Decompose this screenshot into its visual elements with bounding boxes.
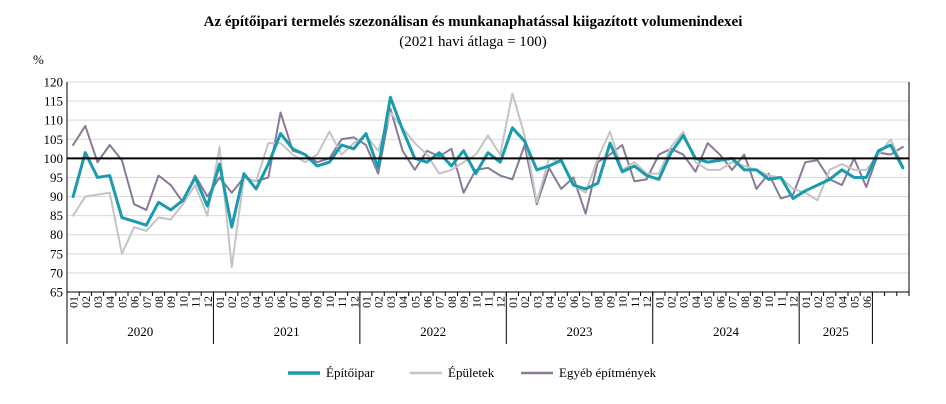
x-tick-label: 02 [518, 296, 532, 308]
x-tick-label: 07 [726, 296, 740, 308]
y-tick-label: 105 [44, 132, 64, 147]
y-tick-labels: 65 70 75 80 85 90 95 100 105 110 115 120 [44, 75, 64, 300]
x-tick-label: 06 [128, 296, 142, 308]
x-tick-label: 06 [420, 296, 434, 308]
x-tick-label: 09 [311, 296, 325, 308]
x-tick-label: 04 [835, 296, 849, 308]
year-label: 2021 [274, 324, 300, 339]
x-tick-label: 08 [445, 296, 459, 308]
x-tick-label: 09 [457, 296, 471, 308]
x-tick-label: 12 [201, 296, 215, 308]
x-tick-label: 02 [79, 296, 93, 308]
x-tick-label: 02 [372, 296, 386, 308]
series-lines [67, 92, 909, 269]
x-tick-label: 10 [176, 296, 190, 308]
x-tick-label: 01 [67, 296, 81, 308]
year-label: 2022 [420, 324, 446, 339]
y-tick-label: 75 [50, 246, 63, 261]
x-tick-label: 05 [555, 296, 569, 308]
x-tick-label: 05 [115, 296, 129, 308]
x-tick-label: 03 [530, 296, 544, 308]
x-tick-label: 12 [494, 296, 508, 308]
x-tick-label: 05 [701, 296, 715, 308]
legend-label: Építőipar [326, 365, 375, 380]
x-tick-label: 11 [774, 296, 788, 308]
y-tick-label: 110 [44, 113, 63, 128]
y-tick-label: 90 [50, 189, 63, 204]
x-tick-label: 06 [713, 296, 727, 308]
x-tick-label: 01 [359, 296, 373, 308]
y-tick-label: 85 [50, 208, 63, 223]
x-tick-label: 03 [823, 296, 837, 308]
x-tick-label: 10 [469, 296, 483, 308]
x-tick-label: 06 [567, 296, 581, 308]
x-tick-label: 07 [140, 296, 154, 308]
series-line-3 [72, 107, 904, 215]
x-tick-label: 01 [799, 296, 813, 308]
chart-subtitle: (2021 havi átlaga = 100) [399, 34, 547, 50]
x-tick-label: 05 [408, 296, 422, 308]
x-tick-label: 02 [225, 296, 239, 308]
y-tick-label: 70 [50, 265, 63, 280]
x-tick-label: 08 [738, 296, 752, 308]
x-tick-label: 03 [384, 296, 398, 308]
legend-label: Egyéb építmények [559, 365, 657, 380]
x-tick-label: 04 [250, 296, 264, 308]
x-tick-label: 01 [506, 296, 520, 308]
x-tick-label: 10 [762, 296, 776, 308]
x-tick-label: 08 [298, 296, 312, 308]
x-tick-label: 03 [91, 296, 105, 308]
y-tick-label: 100 [44, 151, 64, 166]
x-tick-label: 04 [396, 296, 410, 308]
x-tick-labels: 0102030405060708091011122020010203040506… [67, 296, 874, 339]
x-tick-label: 04 [543, 296, 557, 308]
x-tick-label: 08 [591, 296, 605, 308]
x-tick-label: 11 [482, 296, 496, 308]
x-tick-label: 09 [164, 296, 178, 308]
x-tick-label: 11 [335, 296, 349, 308]
x-tick-label: 04 [103, 296, 117, 308]
y-tick-label: 80 [50, 227, 63, 242]
x-tick-label: 12 [787, 296, 801, 308]
x-tick-label: 02 [665, 296, 679, 308]
x-tick-label: 11 [189, 296, 203, 308]
x-tick-label: 10 [616, 296, 630, 308]
legend-label: Épületek [448, 365, 495, 380]
y-tick-label: 120 [44, 75, 64, 90]
x-tick-label: 09 [604, 296, 618, 308]
x-tick-label: 11 [628, 296, 642, 308]
y-axis-label: % [33, 52, 44, 67]
y-tick-label: 95 [50, 170, 63, 185]
x-tick-label: 07 [433, 296, 447, 308]
year-label: 2020 [127, 324, 153, 339]
year-label: 2025 [823, 324, 849, 339]
x-tick-label: 06 [274, 296, 288, 308]
year-label: 2023 [567, 324, 593, 339]
x-tick-label: 01 [652, 296, 666, 308]
x-tick-label: 03 [237, 296, 251, 308]
x-tick-label: 07 [579, 296, 593, 308]
x-tick-label: 02 [811, 296, 825, 308]
axes [66, 82, 910, 344]
x-tick-label: 03 [677, 296, 691, 308]
x-tick-label: 06 [860, 296, 874, 308]
series-line-1 [71, 95, 905, 229]
x-tick-label: 10 [323, 296, 337, 308]
y-tick-label: 115 [44, 94, 63, 109]
chart-title: Az építőipari termelés szezonálisan és m… [203, 14, 743, 30]
legend: Építőipar Épületek Egyéb építmények [288, 365, 657, 380]
x-tick-label: 07 [286, 296, 300, 308]
x-tick-label: 08 [152, 296, 166, 308]
x-tick-label: 12 [640, 296, 654, 308]
y-tick-label: 65 [50, 285, 63, 300]
x-tick-label: 01 [213, 296, 227, 308]
x-tick-label: 12 [347, 296, 361, 308]
x-tick-label: 09 [750, 296, 764, 308]
x-tick-label: 05 [848, 296, 862, 308]
x-tick-label: 05 [262, 296, 276, 308]
x-tick-label: 04 [689, 296, 703, 308]
year-label: 2024 [713, 324, 740, 339]
